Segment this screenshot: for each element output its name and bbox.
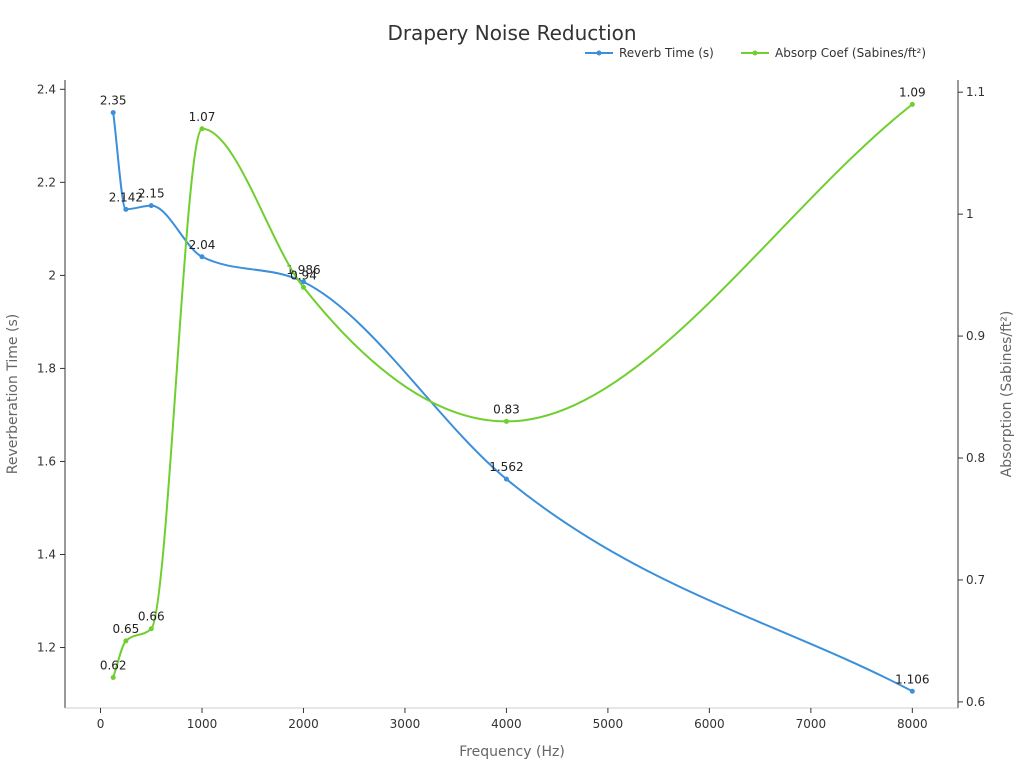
data-label-absorption: 0.66 — [138, 610, 165, 624]
legend-label: Reverb Time (s) — [619, 46, 714, 60]
x-tick-label: 8000 — [897, 717, 928, 731]
chart-title: Drapery Noise Reduction — [387, 21, 636, 45]
legend: Reverb Time (s) Absorp Coef (Sabines/ft²) — [585, 46, 926, 60]
data-point-reverb-time — [909, 688, 915, 694]
data-label-absorption: 1.07 — [189, 110, 216, 124]
data-point-absorption — [199, 126, 205, 132]
data-point-reverb-time — [123, 206, 129, 212]
x-tick-label: 1000 — [187, 717, 218, 731]
y2-tick-label: 1.1 — [966, 85, 985, 99]
data-point-reverb-time — [110, 110, 116, 116]
data-label-reverb-time: 2.04 — [189, 238, 216, 252]
legend-swatch-marker — [752, 50, 758, 56]
y2-tick-label: 0.7 — [966, 573, 985, 587]
data-point-absorption — [148, 626, 154, 632]
series-layer: 2.352.1422.152.041.9861.5621.1060.620.65… — [100, 85, 930, 694]
data-point-absorption — [300, 284, 306, 290]
data-label-absorption: 0.94 — [290, 268, 317, 282]
data-label-absorption: 1.09 — [899, 85, 926, 99]
y2-tick-label: 0.6 — [966, 695, 985, 709]
data-label-reverb-time: 2.142 — [109, 190, 143, 204]
x-tick-label: 3000 — [390, 717, 421, 731]
x-tick-label: 4000 — [491, 717, 522, 731]
y-tick-label: 2 — [48, 268, 56, 282]
axes: 0 1000 2000 3000 4000 5000 6000 7000 8000 1.2 1.4 1… — [37, 80, 985, 731]
data-label-absorption: 0.62 — [100, 659, 127, 673]
data-label-reverb-time: 1.106 — [895, 672, 929, 686]
y-tick-label: 1.6 — [37, 454, 56, 468]
y-tick-label: 2.2 — [37, 175, 56, 189]
x-tick-label: 7000 — [796, 717, 827, 731]
x-axis-title: Frequency (Hz) — [459, 744, 565, 760]
x-tick-label: 6000 — [694, 717, 725, 731]
series-line-reverb-time — [112, 112, 913, 693]
y2-tick-label: 0.8 — [966, 451, 985, 465]
y-tick-label: 1.2 — [37, 641, 56, 655]
legend-label: Absorp Coef (Sabines/ft²) — [775, 46, 926, 60]
y2-tick-label: 0.9 — [966, 329, 985, 343]
legend-item: Absorp Coef (Sabines/ft²) — [741, 46, 926, 60]
x-tick-label: 0 — [97, 717, 105, 731]
series-line-absorption — [112, 103, 913, 678]
x-tick-label: 2000 — [288, 717, 319, 731]
data-label-reverb-time: 2.15 — [138, 187, 165, 201]
data-point-reverb-time — [199, 254, 205, 260]
y-axis-title: Reverberation Time (s) — [5, 314, 21, 474]
data-label-absorption: 0.83 — [493, 402, 520, 416]
data-point-reverb-time — [300, 279, 306, 285]
data-point-reverb-time — [148, 203, 154, 209]
legend-item: Reverb Time (s) — [585, 46, 714, 60]
data-point-reverb-time — [503, 476, 509, 482]
data-label-reverb-time: 1.562 — [489, 460, 523, 474]
data-point-absorption — [909, 101, 915, 107]
y-tick-label: 1.4 — [37, 547, 56, 561]
x-tick-label: 5000 — [593, 717, 624, 731]
data-label-reverb-time: 2.35 — [100, 94, 127, 108]
data-point-absorption — [123, 638, 129, 644]
legend-swatch-marker — [596, 50, 602, 56]
data-point-absorption — [503, 418, 509, 424]
y2-axis-title: Absorption (Sabines/ft²) — [999, 311, 1015, 478]
data-point-absorption — [110, 675, 116, 681]
series-absorption: 0.62 0.650.66 1.07 0.94 0.83 1.09 — [100, 85, 926, 681]
y-tick-label: 1.8 — [37, 361, 56, 375]
data-label-absorption: 0.65 — [113, 622, 140, 636]
y2-tick-label: 1 — [966, 207, 974, 221]
y-tick-label: 2.4 — [37, 82, 56, 96]
